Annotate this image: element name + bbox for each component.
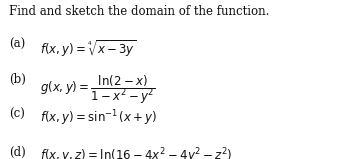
Text: (b): (b) — [9, 73, 26, 86]
Text: (d): (d) — [9, 146, 26, 159]
Text: $f(x, y, z) = \ln(16 - 4x^{2} - 4y^{2} - z^{2})$: $f(x, y, z) = \ln(16 - 4x^{2} - 4y^{2} -… — [40, 146, 233, 159]
Text: $f(x, y) = \sin^{-1}(x + y)$: $f(x, y) = \sin^{-1}(x + y)$ — [40, 108, 158, 128]
Text: $g(x, y) = \dfrac{\ln(2-x)}{1-x^{2}-y^{2}}$: $g(x, y) = \dfrac{\ln(2-x)}{1-x^{2}-y^{2… — [40, 73, 156, 106]
Text: (c): (c) — [9, 108, 25, 121]
Text: Find and sketch the domain of the function.: Find and sketch the domain of the functi… — [9, 5, 269, 18]
Text: (a): (a) — [9, 38, 25, 51]
Text: $f(x, y) = \sqrt[4]{x - 3y}$: $f(x, y) = \sqrt[4]{x - 3y}$ — [40, 38, 137, 59]
